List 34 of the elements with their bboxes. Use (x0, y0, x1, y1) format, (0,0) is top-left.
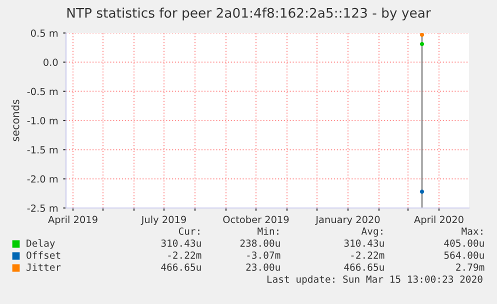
text: Avg: (361, 228, 382, 237)
x-tick-label: July 2019 (140, 216, 186, 226)
text: 2.79m (456, 263, 484, 271)
text: 23.00u (246, 263, 280, 271)
legend-label: Delay (26, 239, 55, 249)
y-tick-label: -0.5 m (27, 88, 58, 96)
text: -2.22m (351, 251, 384, 259)
x-tick-label: April 2019 (48, 216, 98, 226)
text: 564.00u (444, 251, 484, 259)
text: 466.65u (344, 263, 384, 271)
y-tick-label: 0.5 m (30, 29, 58, 37)
y-tick-label: -2.5 m (27, 204, 58, 212)
legend-label: Jitter (26, 263, 61, 271)
text: 405.00u (444, 239, 484, 247)
y-tick-label: -1.0 m (27, 116, 58, 124)
y-tick-label: -1.5 m (27, 146, 58, 154)
text: -2.22m (168, 251, 202, 259)
x-tick-label: April 2020 (414, 216, 464, 226)
text: 310.43u (344, 239, 384, 247)
legend-label: Offset (26, 251, 60, 259)
text: Max: (462, 228, 482, 235)
y-axis-title: seconds (11, 100, 20, 142)
x-tick-label: January 2020 (315, 216, 380, 226)
x-tick-label: October 2019 (223, 216, 289, 224)
text: Cur: (178, 227, 200, 235)
text: -3.07m (247, 251, 280, 259)
text: 238.00u (240, 239, 280, 247)
text: 310.43u (161, 239, 201, 247)
text: 466.65u (161, 263, 201, 271)
text: Last update: Sun Mar 15 13:00:23 2020 (267, 275, 482, 285)
y-tick-label: -2.0 m (27, 175, 58, 183)
chart-title: NTP statistics for peer 2a01:4f8:162:2a5::123 - by year (67, 8, 431, 20)
text: Min: (258, 227, 278, 235)
y-tick-label: 0.0 (44, 58, 58, 66)
